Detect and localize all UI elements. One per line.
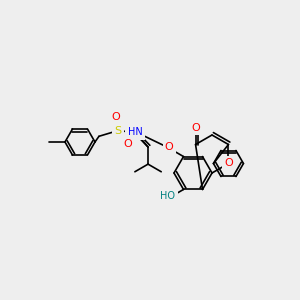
Text: O: O [224, 158, 233, 169]
Text: O: O [127, 125, 136, 135]
Text: O: O [123, 139, 132, 149]
Text: O: O [191, 123, 200, 133]
Text: S: S [114, 126, 122, 136]
Text: HN: HN [128, 128, 143, 137]
Text: O: O [165, 142, 173, 152]
Text: HO: HO [160, 191, 175, 201]
Text: O: O [111, 112, 120, 122]
